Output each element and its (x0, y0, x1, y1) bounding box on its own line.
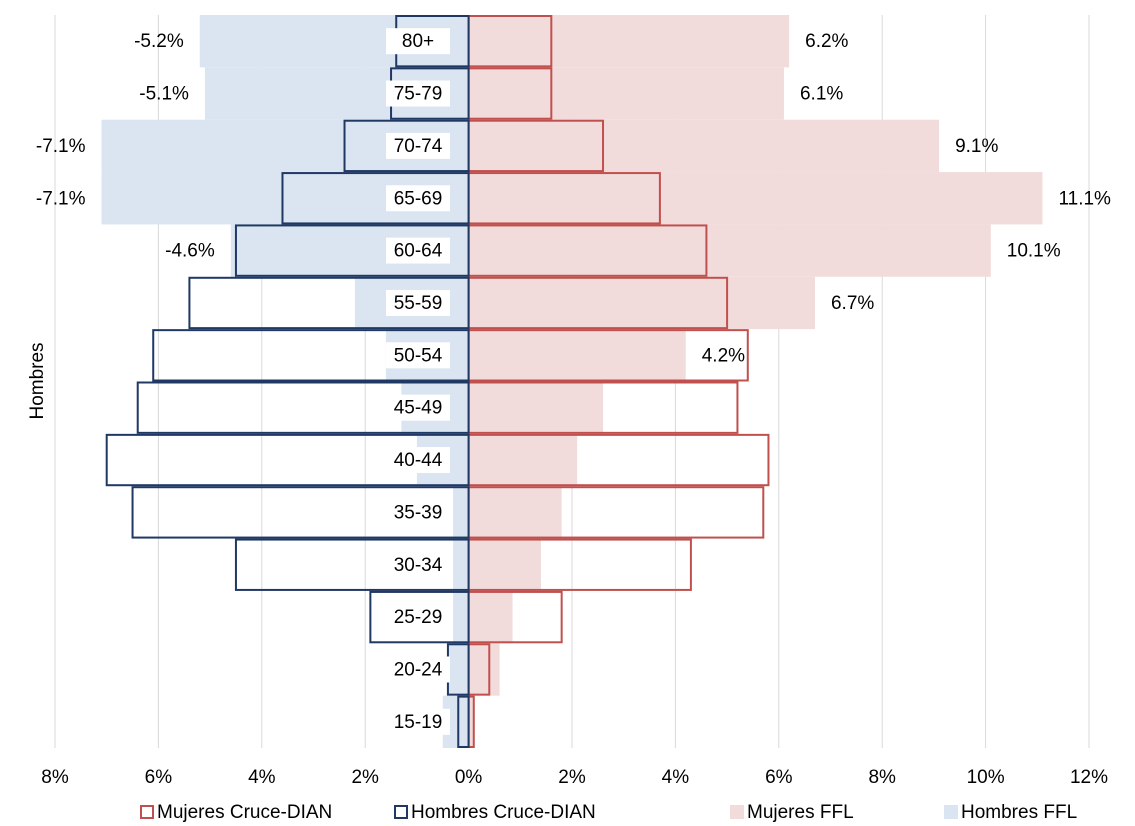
data-label: 4.2% (702, 345, 745, 366)
legend-label: Mujeres Cruce-DIAN (157, 802, 332, 823)
bar-outline (188, 276, 470, 330)
bar (468, 433, 578, 487)
data-label: 6.2% (805, 31, 848, 52)
x-tick-label: 0% (455, 767, 483, 788)
category-label: 55-59 (394, 293, 443, 314)
category-label: 65-69 (394, 188, 443, 209)
category-label: 70-74 (394, 136, 443, 157)
legend-swatch (944, 805, 958, 819)
category-label-bg (386, 394, 450, 421)
category-label-bg (386, 656, 450, 683)
bar (468, 15, 790, 68)
category-label-bg (386, 237, 450, 264)
x-tick-label: 2% (351, 767, 379, 788)
x-tick-label: 12% (1070, 767, 1108, 788)
category-label: 25-29 (394, 607, 443, 628)
y-axis-label: Hombres (27, 342, 48, 419)
data-label: -7.1% (36, 188, 86, 209)
category-label-bg (386, 185, 450, 212)
bar (453, 486, 469, 539)
bar (468, 276, 815, 330)
data-label: 6.1% (800, 84, 843, 105)
bar (468, 67, 784, 120)
bar-outline (281, 172, 470, 225)
bar (468, 590, 513, 644)
bar (468, 538, 541, 591)
bar (453, 538, 469, 591)
bar (468, 119, 940, 173)
bar (468, 381, 604, 434)
bar (453, 590, 469, 644)
legend-swatch (140, 805, 154, 819)
category-label: 15-19 (394, 712, 443, 733)
category-label: 20-24 (394, 659, 443, 680)
category-label-bg (386, 708, 450, 735)
legend-label: Hombres Cruce-DIAN (411, 802, 596, 823)
bar-outline (136, 381, 470, 434)
data-label: 6.7% (831, 293, 874, 314)
x-tick-label: 6% (765, 767, 793, 788)
x-tick-label: 2% (558, 767, 586, 788)
bar (468, 172, 1043, 225)
category-label-bg (386, 28, 450, 55)
data-label: 9.1% (955, 136, 998, 157)
bar-outline (234, 224, 470, 277)
category-label-bg (386, 604, 450, 631)
legend-label: Mujeres FFL (747, 802, 854, 823)
category-label: 80+ (402, 31, 434, 52)
category-label: 30-34 (394, 555, 443, 576)
legend-swatch (730, 805, 744, 819)
category-label-bg (386, 80, 450, 107)
data-label: -5.2% (134, 31, 184, 52)
bar-outline (343, 119, 470, 173)
x-tick-label: 8% (41, 767, 69, 788)
category-label: 75-79 (394, 84, 443, 105)
category-label-bg (386, 342, 450, 369)
bar-outline (105, 433, 470, 487)
bar (468, 643, 500, 696)
x-tick-label: 4% (248, 767, 276, 788)
category-label: 35-39 (394, 502, 443, 523)
bar-outline (131, 486, 470, 539)
category-label-bg (386, 499, 450, 526)
x-tick-label: 8% (868, 767, 896, 788)
bar-outline (457, 695, 470, 749)
category-label-bg (386, 132, 450, 159)
category-label-bg (386, 551, 450, 578)
bar-outline (152, 329, 470, 382)
bar-outline (369, 590, 470, 644)
data-label: 10.1% (1007, 241, 1061, 262)
bar (468, 486, 562, 539)
x-tick-label: 4% (662, 767, 690, 788)
bar-outline (234, 538, 470, 591)
category-label: 45-49 (394, 398, 443, 419)
bar (468, 695, 474, 748)
category-label-bg (386, 289, 450, 316)
legend-swatch (394, 805, 408, 819)
data-label: -7.1% (36, 136, 86, 157)
category-label: 40-44 (394, 450, 443, 471)
category-label: 60-64 (394, 241, 443, 262)
data-label: 11.1% (1058, 188, 1111, 209)
category-label-bg (386, 447, 450, 474)
bar (447, 643, 469, 696)
bar (468, 329, 686, 382)
x-tick-label: 10% (967, 767, 1005, 788)
legend-label: Hombres FFL (961, 802, 1077, 823)
x-tick-label: 6% (145, 767, 173, 788)
data-label: -4.6% (165, 241, 215, 262)
bar (468, 224, 991, 277)
category-label: 50-54 (394, 345, 443, 366)
data-label: -5.1% (139, 84, 189, 105)
